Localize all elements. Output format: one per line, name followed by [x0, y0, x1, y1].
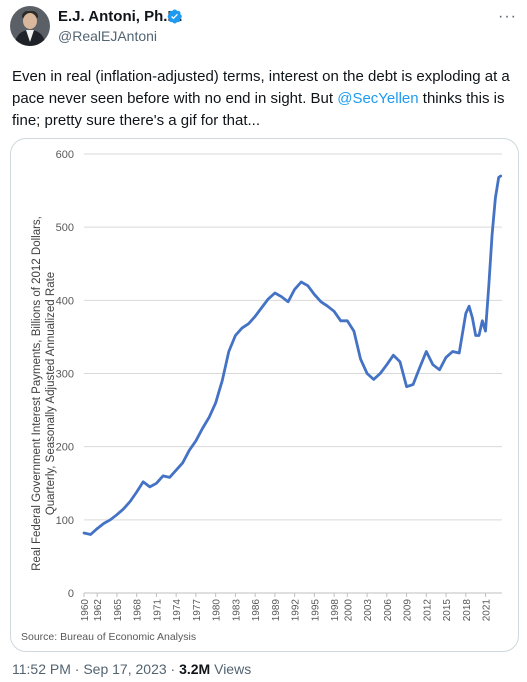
y-tick-label: 400: [56, 295, 74, 307]
interest-payments-chart: 0 100 200 300 400 500 600 1960 1962 1965 1968 1971 1…: [21, 149, 503, 643]
x-tick-label: 1995: [310, 599, 321, 622]
y-tick-label: 200: [56, 442, 74, 454]
views-label: Views: [214, 661, 252, 677]
avatar-face: [23, 13, 37, 29]
y-tick-label: 0: [68, 588, 74, 600]
tweet-footer: 11:52 PM · Sep 17, 2023 · 3.2M Views: [12, 661, 251, 677]
x-tick-label: 1983: [231, 599, 242, 622]
author-name[interactable]: E.J. Antoni, Ph.D.: [58, 8, 183, 25]
x-tick-label: 2021: [482, 599, 493, 622]
x-tick-label: 1971: [152, 599, 163, 622]
x-tick-label: 2012: [422, 599, 433, 622]
tweet-date[interactable]: Sep 17, 2023: [83, 661, 167, 677]
x-tick-label: 1962: [93, 599, 104, 622]
x-tick-label: 1992: [291, 599, 302, 622]
source-note: Source: Bureau of Economic Analysis: [21, 631, 196, 643]
x-tick-label: 1977: [192, 599, 203, 622]
x-tick-label: 2003: [363, 599, 374, 622]
views-count: 3.2M: [179, 661, 211, 677]
y-tick-label: 600: [56, 149, 74, 161]
separator-dot: ·: [74, 661, 80, 677]
mention-link[interactable]: @SecYellen: [337, 90, 419, 107]
author-handle[interactable]: @RealEJAntoni: [58, 28, 158, 44]
x-tick-label: 1980: [212, 599, 223, 622]
tweet-text: Even in real (inflation-adjusted) terms,…: [12, 66, 515, 132]
x-tick-label: 2006: [383, 599, 394, 622]
x-tick-label: 2018: [462, 599, 473, 622]
tweet-header: E.J. Antoni, Ph.D. @RealEJAntoni ···: [0, 0, 527, 56]
interest-payments-line: [82, 174, 503, 536]
y-tick-label: 100: [56, 515, 74, 527]
y-tick-label: 500: [56, 222, 74, 234]
chart-image-card[interactable]: 0 100 200 300 400 500 600 1960 1962 1965 1968 1971 1…: [10, 138, 519, 652]
avatar-shirt: [26, 30, 34, 42]
x-tick-label: 2015: [442, 599, 453, 622]
more-icon[interactable]: ···: [498, 8, 517, 25]
x-tick-label: 1974: [172, 599, 183, 622]
tweet-time[interactable]: 11:52 PM: [12, 661, 71, 677]
x-tick-label: 1989: [271, 599, 282, 622]
verified-badge-icon: [167, 9, 182, 24]
x-tick-label: 2009: [403, 599, 414, 622]
x-tick-label: 2000: [343, 599, 354, 622]
x-tick-label: 1986: [251, 599, 262, 622]
x-tick-label: 1968: [133, 599, 144, 622]
x-tick-label: 1960: [80, 599, 91, 622]
x-tick-label: 1965: [113, 599, 124, 622]
y-axis-label: Real Federal Government Interest Payment…: [31, 216, 43, 571]
tweet-text-part: thinks this is fine; pretty sure there's…: [12, 90, 505, 129]
y-axis-label: Quarterly, Seasonally Adjusted Annualize…: [45, 272, 57, 515]
tweet-text-part: Even in real (inflation-adjusted) terms,…: [12, 68, 510, 107]
y-tick-label: 300: [56, 369, 74, 381]
avatar[interactable]: [10, 6, 50, 46]
x-tick-label: 1998: [330, 599, 341, 622]
separator-dot: ·: [170, 661, 176, 677]
